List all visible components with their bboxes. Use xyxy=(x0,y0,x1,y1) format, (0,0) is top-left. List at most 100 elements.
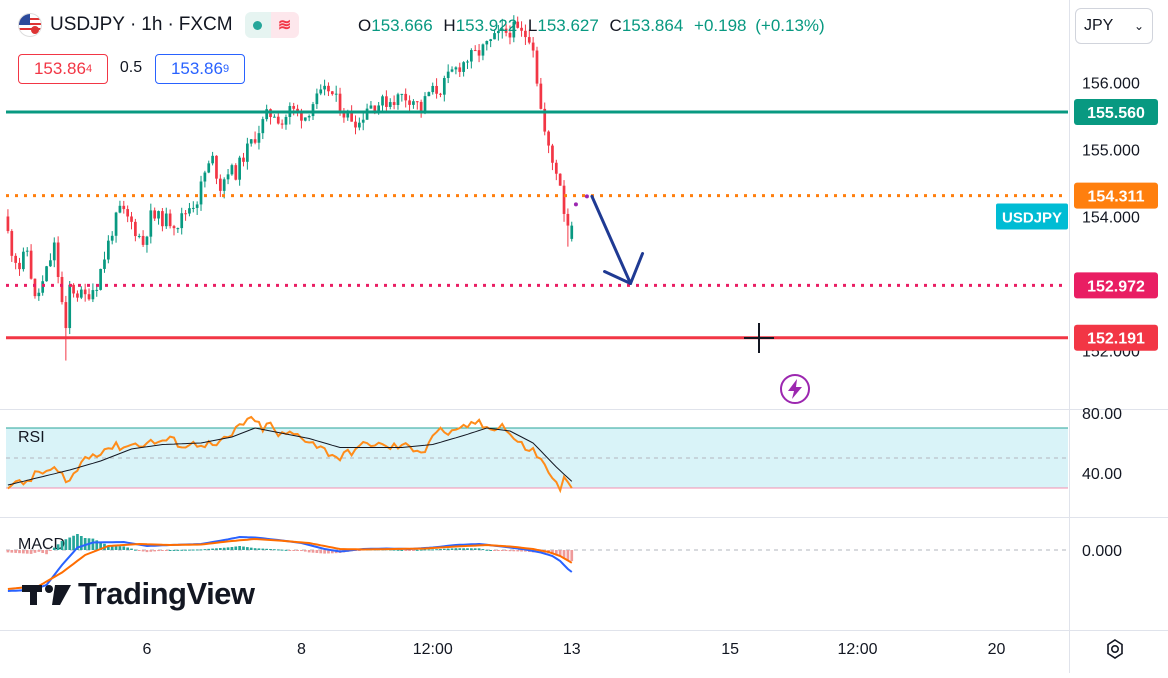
macd-hist-bar xyxy=(261,548,265,550)
candle-body xyxy=(276,116,280,124)
macd-hist-bar xyxy=(199,549,203,551)
candle-body xyxy=(427,92,431,97)
macd-hist-bar xyxy=(207,548,211,550)
macd-hist-bar xyxy=(172,549,176,551)
candle-body xyxy=(134,221,137,237)
macd-hist-bar xyxy=(404,550,408,551)
macd-hist-bar xyxy=(76,534,79,550)
macd-hist-bar xyxy=(477,548,481,550)
candle-body xyxy=(454,67,458,70)
candle-body xyxy=(52,242,56,261)
candle-body xyxy=(466,61,469,63)
macd-hist-bar xyxy=(161,550,164,551)
candle-body xyxy=(91,290,95,300)
macd-hist-bar xyxy=(330,550,334,554)
price-axis-tick: 155.000 xyxy=(1082,143,1140,160)
symbol-name[interactable]: USDJPY xyxy=(50,14,125,35)
high-value: 153.922 xyxy=(455,16,518,35)
candle-body xyxy=(373,105,377,112)
candle-body xyxy=(323,85,326,90)
candle-body xyxy=(570,225,574,239)
macd-hist-bar xyxy=(408,550,411,551)
candle-body xyxy=(234,165,238,180)
low-value: 153.627 xyxy=(537,16,599,35)
macd-hist-bar xyxy=(392,549,396,551)
macd-hist-bar xyxy=(52,547,56,550)
data-feed-icon[interactable]: ≋ xyxy=(270,12,299,38)
macd-hist-bar xyxy=(562,550,566,559)
macd-hist-bar xyxy=(68,537,72,550)
candle-body xyxy=(504,28,508,33)
macd-hist-bar xyxy=(489,550,493,551)
interval-label[interactable]: 1h xyxy=(141,14,163,35)
open-label: O xyxy=(358,16,372,35)
candle-body xyxy=(218,178,222,191)
candle-body xyxy=(400,93,404,95)
candle-body xyxy=(334,93,338,95)
candle-body xyxy=(284,116,288,125)
macd-hist-bar xyxy=(427,549,431,551)
tradingview-logo[interactable]: TradingView xyxy=(22,576,255,612)
macd-signal-line xyxy=(7,537,573,590)
macd-hist-bar xyxy=(493,550,496,551)
candle-body xyxy=(180,213,184,229)
macd-hist-bar xyxy=(508,550,512,552)
candle-body xyxy=(527,37,531,43)
currency-select[interactable]: JPY ⌄ xyxy=(1075,8,1153,44)
level-price-tag xyxy=(1074,324,1158,351)
macd-hist-bar xyxy=(296,550,299,551)
macd-hist-bar xyxy=(211,548,214,550)
macd-hist-bar xyxy=(500,550,504,551)
candle-body xyxy=(477,50,481,56)
candle-body xyxy=(473,50,477,52)
candle-body xyxy=(41,281,45,293)
candles-group xyxy=(6,15,574,361)
macd-hist-bar xyxy=(469,548,473,550)
axis-settings-button[interactable] xyxy=(1102,636,1128,662)
close-value: 153.864 xyxy=(621,16,684,35)
candle-body xyxy=(296,108,299,111)
candle-body xyxy=(118,205,122,213)
candle-body xyxy=(45,266,48,282)
candle-body xyxy=(83,289,87,295)
macd-hist-bar xyxy=(176,549,180,551)
candle-body xyxy=(543,108,547,132)
lightning-alert-icon xyxy=(780,374,810,404)
macd-hist-bar xyxy=(29,550,33,554)
candle-body xyxy=(18,262,21,270)
candle-body xyxy=(342,113,346,118)
candle-body xyxy=(184,213,187,215)
candle-body xyxy=(535,50,539,84)
candle-body xyxy=(481,44,485,56)
spread-value: 0.5 xyxy=(114,54,148,82)
macd-hist-bar xyxy=(485,549,489,551)
candle-body xyxy=(493,33,496,40)
macd-hist-bar xyxy=(145,550,149,553)
time-axis-tick: 6 xyxy=(143,641,152,658)
buy-price: 153.86 xyxy=(170,59,223,78)
level-price-label: 155.560 xyxy=(1087,105,1145,122)
symbol-tag-box xyxy=(996,203,1068,230)
candle-body xyxy=(29,250,33,279)
candle-body xyxy=(566,213,570,226)
buy-button[interactable]: 153.86 9 xyxy=(155,54,245,84)
macd-hist-bar xyxy=(130,548,133,550)
candle-body xyxy=(388,102,392,107)
rsi-ma-line xyxy=(7,427,573,486)
macd-hist-bar xyxy=(442,548,446,550)
candle-body xyxy=(257,133,261,143)
symbol-header[interactable]: USDJPY · 1h · FXCM ≋ xyxy=(18,12,299,38)
candle-body xyxy=(76,293,79,298)
macd-hist-bar xyxy=(319,550,323,554)
sell-button[interactable]: 153.86 4 xyxy=(18,54,108,84)
macd-hist-bar xyxy=(415,549,419,551)
candle-body xyxy=(500,28,504,32)
macd-hist-bar xyxy=(33,550,37,553)
market-open-icon[interactable] xyxy=(244,12,271,38)
candle-body xyxy=(191,207,195,209)
macd-hist-bar xyxy=(164,550,168,551)
macd-hist-bar xyxy=(276,549,280,551)
candle-body xyxy=(246,143,249,162)
